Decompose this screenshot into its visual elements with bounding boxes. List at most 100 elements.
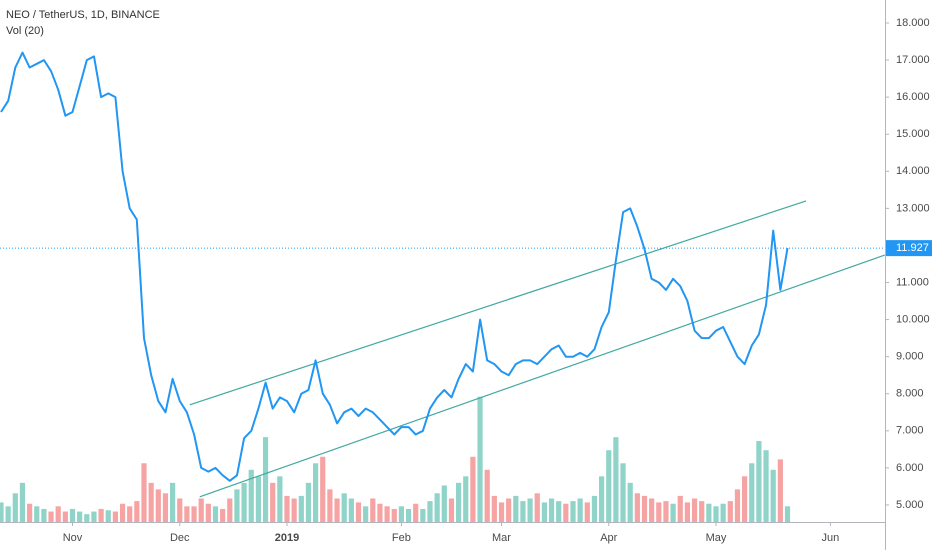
volume-bar — [670, 503, 676, 522]
volume-bar — [641, 495, 648, 522]
y-tick-label: 7.000 — [896, 425, 924, 437]
y-tick-label: 18.000 — [896, 17, 930, 29]
trend-line — [199, 254, 885, 498]
volume-bar — [77, 511, 83, 522]
volume-bar — [55, 506, 61, 522]
volume-bar — [713, 506, 719, 522]
volume-bar — [513, 495, 519, 522]
volume-bar — [69, 508, 76, 522]
volume-bar — [5, 506, 11, 522]
volume-bar — [470, 456, 476, 522]
volume-bar — [270, 482, 276, 522]
volume-bar — [627, 482, 633, 522]
volume-bar — [656, 502, 662, 522]
volume-bar — [220, 508, 226, 522]
volume-bar — [241, 482, 247, 522]
volume-bar — [599, 476, 605, 522]
x-tick-label: Mar — [492, 532, 511, 544]
volume-bar — [756, 441, 762, 522]
volume-bar — [384, 506, 390, 522]
volume-bar — [248, 469, 254, 522]
x-tick-label: Apr — [600, 532, 617, 544]
volume-bar — [134, 501, 140, 522]
volume-bar — [62, 511, 68, 522]
volume-bar — [105, 510, 111, 522]
volume-bar — [463, 476, 469, 522]
volume-bar — [784, 506, 791, 522]
volume-bar — [98, 508, 104, 522]
volume-bar — [663, 501, 669, 522]
volume-bar — [48, 511, 54, 522]
volume-bar — [234, 489, 240, 522]
volume-bar — [634, 493, 640, 522]
volume-bar — [12, 493, 18, 522]
y-tick-label: 6.000 — [896, 462, 924, 474]
volume-bar — [591, 495, 598, 522]
volume-bar — [348, 498, 354, 522]
volume-bar — [355, 502, 362, 522]
volume-bar — [363, 506, 369, 522]
volume-bar — [498, 502, 505, 522]
volume-bar — [27, 503, 33, 522]
volume-bar — [727, 501, 733, 522]
volume-bar — [527, 498, 533, 522]
volume-bar — [649, 498, 655, 522]
volume-bar — [734, 489, 741, 522]
y-tick-label: 14.000 — [896, 165, 930, 177]
x-tick-label: May — [706, 532, 727, 544]
volume-bar — [684, 502, 690, 522]
volume-bar — [341, 493, 347, 522]
volume-bar — [277, 476, 283, 522]
volume-bar — [155, 489, 161, 522]
x-tick-label: 2019 — [275, 532, 299, 544]
volume-bar — [763, 450, 769, 522]
volume-bar — [749, 463, 755, 522]
volume-bar — [706, 503, 712, 522]
last-price-label: 11.927 — [896, 242, 929, 254]
volume-bar — [613, 437, 619, 522]
volume-bar — [320, 456, 326, 522]
volume-bar — [699, 501, 705, 522]
volume-bar — [606, 450, 612, 522]
volume-bar — [262, 437, 269, 522]
trend-line — [189, 200, 807, 406]
volume-bar — [570, 501, 576, 522]
x-tick-label: Dec — [170, 532, 190, 544]
volume-bar — [298, 495, 304, 522]
volume-bar — [434, 493, 440, 522]
volume-bar — [577, 498, 583, 522]
volume-bar — [141, 463, 147, 522]
volume-bar — [370, 498, 376, 522]
volume-bar — [91, 511, 97, 522]
volume-bar — [227, 498, 233, 522]
volume-bar — [506, 498, 512, 522]
volume-bar — [584, 502, 590, 522]
volume-bar — [170, 482, 176, 522]
volume-bar — [284, 495, 290, 522]
volume-bar — [291, 498, 297, 522]
volume-bar — [541, 502, 547, 522]
volume-bar — [205, 503, 211, 522]
chart-title: NEO / TetherUS, 1D, BINANCE — [6, 9, 160, 21]
volume-bar — [334, 498, 340, 522]
volume-bar — [448, 498, 455, 522]
volume-bar — [391, 508, 397, 522]
y-tick-label: 8.000 — [896, 388, 924, 400]
volume-bar — [405, 508, 412, 522]
volume-label: Vol (20) — [6, 25, 44, 37]
volume-bar — [0, 502, 4, 522]
y-tick-label: 13.000 — [896, 202, 930, 214]
volume-bar — [456, 482, 462, 522]
y-tick-label: 10.000 — [896, 313, 930, 325]
volume-bar — [477, 396, 483, 522]
volume-bar — [184, 506, 190, 522]
volume-bar — [556, 501, 562, 522]
volume-bar — [720, 503, 726, 522]
volume-bar — [84, 514, 90, 522]
y-tick-label: 9.000 — [896, 351, 924, 363]
volume-bar — [420, 508, 426, 522]
volume-bar — [327, 489, 333, 522]
volume-bar — [198, 498, 204, 522]
volume-bar — [377, 503, 383, 522]
